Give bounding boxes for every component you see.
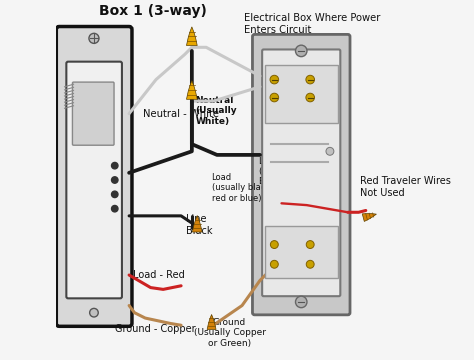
Polygon shape [192,216,202,232]
Circle shape [306,75,315,84]
Circle shape [326,147,334,155]
Text: Electrical Box Where Power
Enters Circuit: Electrical Box Where Power Enters Circui… [244,13,380,35]
Circle shape [270,260,278,268]
Text: Neutral
(Usually
White): Neutral (Usually White) [195,96,237,126]
Circle shape [306,93,315,102]
Text: Ground
(Usually Copper
or Green): Ground (Usually Copper or Green) [193,318,265,348]
Polygon shape [362,213,376,221]
Text: Line
Black: Line Black [186,214,213,236]
FancyBboxPatch shape [73,82,114,145]
Text: Line
(Usually
Black): Line (Usually Black) [258,157,295,186]
Circle shape [270,240,278,248]
Circle shape [270,93,279,102]
Circle shape [306,240,314,248]
Circle shape [89,33,99,43]
FancyBboxPatch shape [264,226,338,278]
Circle shape [111,177,118,183]
FancyBboxPatch shape [264,64,338,123]
Text: Load - Red: Load - Red [133,270,184,280]
Polygon shape [186,81,197,99]
Circle shape [295,296,307,308]
Text: Ground - Copper: Ground - Copper [115,324,195,334]
Text: Neutral - White: Neutral - White [144,109,219,119]
Circle shape [111,162,118,169]
FancyBboxPatch shape [56,27,132,326]
FancyBboxPatch shape [262,49,340,296]
Circle shape [306,260,314,268]
FancyBboxPatch shape [66,62,122,298]
Circle shape [111,191,118,198]
Polygon shape [207,315,216,329]
Circle shape [270,75,279,84]
Text: Red Traveler Wires
Not Used: Red Traveler Wires Not Used [360,176,451,198]
FancyBboxPatch shape [253,35,350,315]
Polygon shape [186,27,197,45]
Circle shape [90,309,98,317]
Text: Box 1 (3-way): Box 1 (3-way) [99,4,207,18]
Circle shape [111,206,118,212]
Text: Load
(usually black,
red or blue): Load (usually black, red or blue) [211,173,273,203]
Circle shape [295,45,307,57]
